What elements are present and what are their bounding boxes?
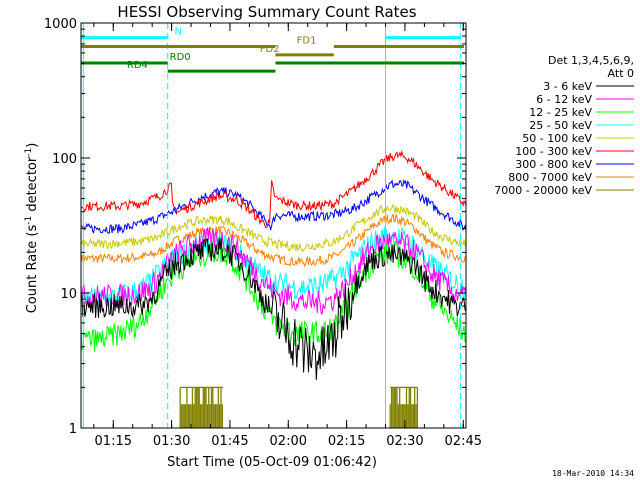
y-tick-label: 100: [52, 152, 77, 167]
burst-layer: [179, 386, 419, 428]
x-axis-label: Start Time (05-Oct-09 01:06:42): [167, 455, 377, 470]
legend-label: 7000 - 20000 keV: [494, 184, 592, 197]
series-layer: [80, 149, 467, 380]
x-tick-label: 01:30: [153, 434, 190, 449]
legend-label: 6 - 12 keV: [536, 93, 592, 106]
series-800-7000-kev: [80, 212, 467, 268]
state-label-fd1: FD1: [297, 35, 317, 46]
legend-label: 100 - 300 keV: [515, 145, 592, 158]
legend-header-line: Att 0: [608, 67, 634, 80]
axis-ticks: 1 10 100 1000 01:15 01:30 01:45 02:00 02:15 02:30…: [44, 17, 482, 449]
legend-label: 50 - 100 keV: [522, 132, 592, 145]
y-axis-label-part: Count Rate (s: [25, 225, 40, 314]
series-12-25-kev: [80, 240, 467, 352]
legend-label: 3 - 6 keV: [543, 80, 592, 93]
state-label-rd4: RD4: [127, 60, 148, 71]
vertical-lines: [82, 23, 462, 428]
x-tick-label: 01:15: [95, 434, 132, 449]
series-300-800-kev: [80, 178, 467, 235]
y-axis-label: Count Rate (s-1 detector-1): [24, 143, 40, 314]
state-bars: N FD1 FD2 RD0 RD4: [81, 27, 465, 73]
state-label-fd2: FD2: [260, 44, 280, 55]
y-axis-label-sup: -1: [24, 216, 34, 225]
x-tick-label: 01:45: [211, 434, 248, 449]
footer-timestamp: 18-Mar-2010 14:34: [552, 469, 634, 478]
y-axis-label-sup: -1: [24, 148, 34, 157]
legend-header-line: Det 1,3,4,5,6,9,: [548, 54, 634, 67]
series-50-100-kev: [80, 203, 467, 253]
legend-label: 300 - 800 keV: [515, 158, 592, 171]
state-label-rd0: RD0: [170, 52, 191, 63]
x-tick-label: 02:45: [445, 434, 482, 449]
plot-frame: [80, 22, 467, 429]
y-axis-label-part: ): [25, 143, 40, 148]
chart-title: HESSI Observing Summary Count Rates: [117, 3, 416, 21]
legend-label: 25 - 50 keV: [529, 119, 592, 132]
series-3-6-kev: [80, 238, 467, 380]
state-label-n: N: [174, 27, 181, 38]
legend-label: 12 - 25 keV: [529, 106, 592, 119]
x-tick-label: 02:15: [328, 434, 365, 449]
legend-label: 800 - 7000 keV: [508, 171, 592, 184]
x-tick-label: 02:30: [386, 434, 423, 449]
y-tick-label: 10: [60, 287, 77, 302]
y-tick-label: 1: [69, 422, 77, 437]
y-tick-label: 1000: [44, 17, 77, 32]
series-100-300-kev: [80, 149, 467, 229]
x-tick-label: 02:00: [270, 434, 307, 449]
y-axis-label-part: detector: [25, 156, 40, 216]
